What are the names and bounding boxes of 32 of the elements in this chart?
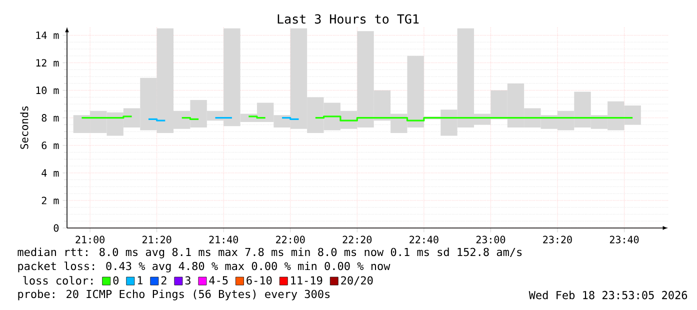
text: packet loss: 0.43 % avg 4.80 % max 0.00 % min 0.00 % now	[18, 262, 390, 272]
text: median rtt: 8.0 ms avg 8.1 ms max 7.8 ms min 8.0 ms now 0.1 ms sd 152.8 am/s	[18, 248, 522, 258]
x-tick-label: 21:20	[142, 236, 172, 244]
x-tick-label: 22:00	[276, 236, 305, 244]
chart-title: Last 3 Hours to TG1	[278, 14, 419, 24]
x-tick-label: 22:20	[342, 236, 372, 244]
x-tick-label: 22:40	[410, 236, 438, 244]
legend-label: 2	[161, 276, 166, 284]
legend-label: 1	[138, 276, 142, 284]
legend-label: 6-10	[246, 276, 272, 285]
y-tick-label: 4 m	[42, 169, 59, 177]
text: Wed Feb 18 23:53:05 2026	[528, 290, 688, 300]
legend-label: 20/20	[341, 276, 373, 286]
y-tick-label: 8 m	[42, 114, 59, 122]
y-tick-label: 6 m	[42, 142, 59, 150]
x-tick-label: 23:00	[476, 236, 506, 244]
y-tick-label: 14 m	[36, 32, 59, 39]
y-tick-label: 0	[54, 224, 59, 232]
y-axis-title: Seconds	[20, 106, 28, 149]
legend-label: 4-5	[209, 276, 228, 284]
x-tick-label: 23:20	[543, 236, 572, 244]
legend-label: 11-19	[291, 276, 322, 285]
legend-title: loss color:	[23, 276, 93, 285]
x-tick-label: 21:40	[209, 236, 238, 244]
y-tick-label: 12 m	[36, 59, 59, 66]
text: probe: 20 ICMP Echo Pings (56 Bytes) every 300s	[18, 290, 330, 300]
x-tick-label: 21:00	[76, 236, 104, 244]
y-tick-label: 2 m	[42, 196, 59, 204]
legend-label: 0	[113, 276, 118, 285]
y-tick-label: 10 m	[36, 86, 59, 94]
x-tick-label: 23:40	[610, 236, 639, 244]
legend-label: 3	[185, 276, 190, 285]
